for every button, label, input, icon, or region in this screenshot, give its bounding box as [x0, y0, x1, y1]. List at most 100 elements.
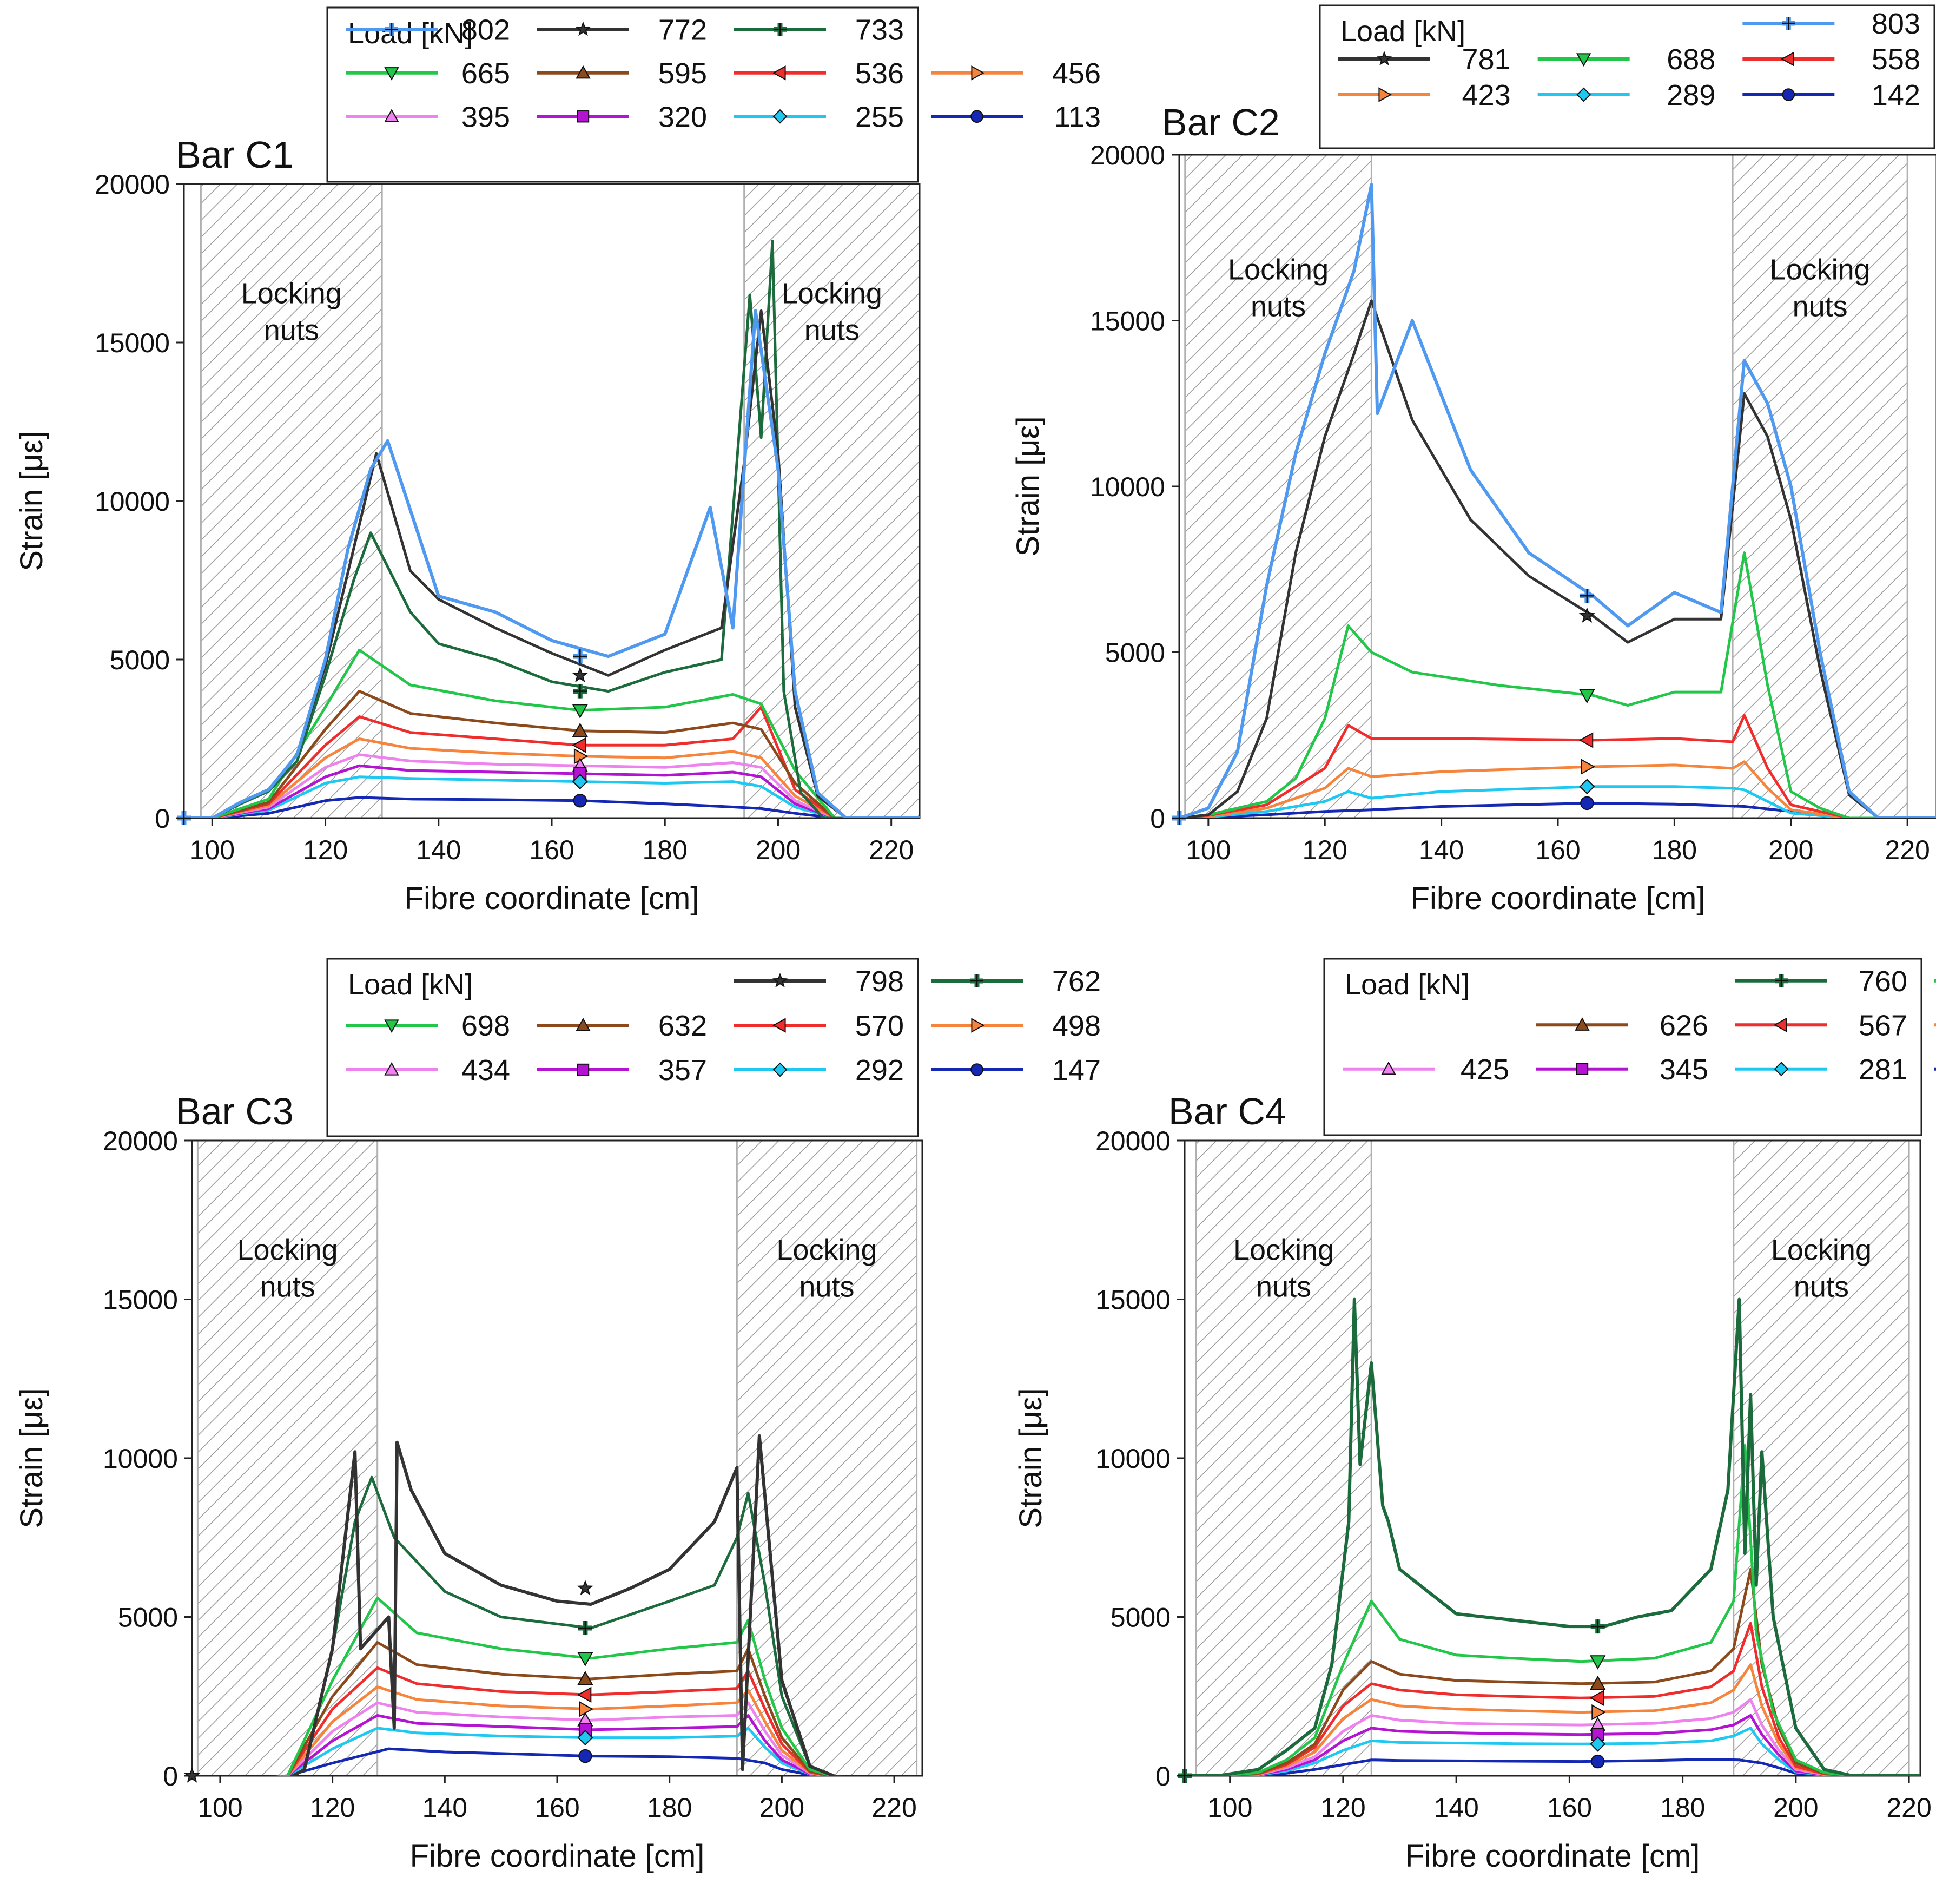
series-line-798 [289, 1434, 838, 1776]
legend-label-558: 558 [1872, 43, 1920, 76]
data-marker-698 [577, 1652, 593, 1666]
x-tick-label: 140 [422, 1793, 467, 1823]
legend-marker-395 [384, 109, 399, 122]
data-marker-798 [577, 1579, 594, 1596]
x-axis-label: Fibre coordinate [cm] [410, 1839, 705, 1874]
data-marker-281 [1590, 1736, 1606, 1752]
data-marker-570 [577, 1686, 592, 1703]
legend-marker-292 [772, 1062, 788, 1077]
legend-marker-142 [1782, 88, 1795, 101]
y-tick-label: 15000 [1095, 1285, 1171, 1315]
legend-box [326, 958, 919, 1137]
legend-label-345: 345 [1660, 1053, 1708, 1086]
series-line-493 [1185, 1663, 1920, 1776]
legend-box [1323, 958, 1922, 1136]
x-tick-label: 180 [647, 1793, 692, 1823]
x-tick-label: 220 [869, 835, 914, 865]
data-marker-665 [572, 704, 589, 719]
locking-nuts-region [196, 1141, 379, 1776]
series-line-255 [184, 775, 920, 818]
locking-nuts-label: Locking [776, 1234, 877, 1267]
locking-nuts-label: nuts [1793, 290, 1848, 322]
chart-panel-2: Locking nuts Locking nuts 100 120 140 160 180 200… [1010, 4, 1936, 916]
data-marker-803 [1580, 589, 1594, 603]
series-line-132 [1185, 1758, 1920, 1776]
legend-label-142: 142 [1872, 79, 1920, 111]
legend-marker-762 [970, 974, 983, 987]
x-tick-label: 180 [1660, 1793, 1705, 1823]
x-tick-label: 160 [529, 835, 574, 865]
legend-marker-345 [1576, 1063, 1589, 1075]
legend-label-772: 772 [658, 14, 707, 46]
legend-marker-498 [971, 1018, 985, 1033]
legend-label-665: 665 [461, 57, 510, 90]
series-line-113 [184, 796, 920, 818]
series-line-456 [184, 737, 920, 818]
legend-marker-803 [1782, 17, 1795, 30]
series-line-395 [184, 753, 920, 818]
legend-label-733: 733 [855, 14, 904, 46]
legend-box [1319, 4, 1935, 149]
legend-label-434: 434 [461, 1054, 510, 1086]
x-tick-label: 100 [190, 835, 235, 865]
x-tick-label: 100 [1207, 1793, 1252, 1823]
legend-marker-425 [1381, 1061, 1396, 1075]
legend-marker-632 [576, 1017, 591, 1031]
legend-marker-781 [1376, 51, 1392, 66]
legend-label-425: 425 [1461, 1053, 1509, 1086]
y-tick-label: 20000 [1095, 1126, 1171, 1156]
data-marker-632 [577, 1670, 593, 1685]
x-tick-label: 120 [310, 1793, 355, 1823]
data-marker-289 [1579, 779, 1595, 795]
x-tick-label: 180 [643, 835, 688, 865]
legend-marker-289 [1576, 87, 1591, 102]
legend-label-281: 281 [1859, 1053, 1907, 1086]
y-tick-label: 15000 [95, 328, 170, 358]
panel-title: Bar C1 [176, 134, 294, 176]
legend-label-357: 357 [658, 1054, 707, 1086]
legend-marker-320 [577, 110, 590, 123]
data-marker-423 [1581, 759, 1595, 775]
y-tick-label: 20000 [95, 169, 170, 200]
x-tick-label: 200 [756, 835, 801, 865]
y-tick-label: 0 [1150, 803, 1165, 834]
locking-nuts-label: Locking [1771, 1234, 1872, 1267]
legend-label-632: 632 [658, 1010, 707, 1042]
legend-label-760: 760 [1859, 965, 1907, 998]
legend-title: Load [kN] [348, 17, 473, 50]
legend-label-289: 289 [1667, 79, 1715, 111]
x-tick-label: 100 [1186, 835, 1231, 865]
y-tick-label: 0 [155, 803, 170, 834]
x-tick-label: 220 [1885, 835, 1930, 865]
legend-label-698: 698 [461, 1010, 510, 1042]
locking-nuts-label: nuts [1256, 1271, 1311, 1303]
x-tick-label: 160 [1535, 835, 1580, 865]
y-axis-label: Strain [με] [1013, 1388, 1048, 1528]
origin-marker [183, 1767, 201, 1783]
legend-marker-456 [971, 65, 985, 81]
series-line-320 [184, 764, 920, 818]
chart-panel-1: Locking nuts Locking nuts 100 120 140 160 180 200… [14, 6, 1101, 916]
locking-nuts-label: nuts [1794, 1271, 1849, 1303]
y-tick-label: 5000 [1111, 1603, 1171, 1633]
data-marker-113 [573, 794, 587, 808]
x-axis-label: Fibre coordinate [cm] [1405, 1839, 1700, 1874]
legend-label-781: 781 [1462, 43, 1511, 76]
legend-marker-147 [970, 1063, 983, 1076]
legend-label-423: 423 [1462, 79, 1511, 111]
origin-marker [177, 811, 191, 825]
data-marker-493 [1591, 1704, 1606, 1721]
locking-nuts-label: nuts [804, 314, 860, 346]
x-tick-label: 180 [1652, 835, 1697, 865]
data-marker-802 [573, 649, 587, 664]
series-line-626 [1185, 1567, 1920, 1776]
data-marker-132 [1590, 1754, 1605, 1769]
series-line-357 [279, 1714, 835, 1776]
data-marker-147 [578, 1749, 592, 1763]
x-tick-label: 160 [1547, 1793, 1592, 1823]
panel-title: Bar C2 [1162, 101, 1280, 143]
legend-marker-570 [772, 1018, 786, 1033]
legend-marker-626 [1575, 1017, 1590, 1031]
legend-label-688: 688 [1667, 43, 1715, 76]
